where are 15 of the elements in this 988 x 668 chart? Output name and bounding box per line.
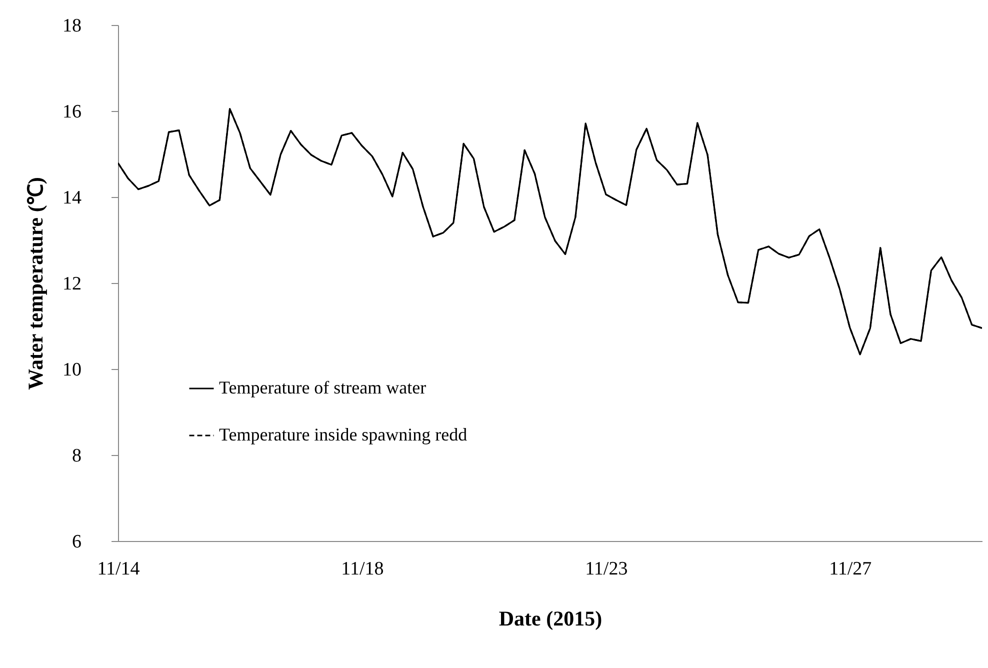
- x-tick-label: 11/23: [585, 558, 628, 580]
- x-tick-label: 11/27: [829, 558, 872, 580]
- x-tick-label: 11/14: [97, 558, 140, 580]
- y-tick-label: 8: [72, 446, 82, 466]
- x-tick-label: 11/18: [341, 558, 384, 580]
- x-axis-title: Date (2015): [498, 606, 602, 630]
- y-tick-label: 12: [62, 274, 82, 294]
- legend-label: Temperature inside spawning redd: [219, 424, 468, 444]
- y-tick-label: 14: [62, 188, 82, 208]
- y-tick-label: 10: [62, 360, 82, 380]
- legend-label: Temperature of stream water: [219, 378, 426, 398]
- y-tick-label: 6: [72, 532, 82, 552]
- y-tick-label: 16: [62, 102, 82, 122]
- y-axis-title: Water temperature (℃): [24, 177, 48, 390]
- y-tick-label: 18: [62, 16, 82, 36]
